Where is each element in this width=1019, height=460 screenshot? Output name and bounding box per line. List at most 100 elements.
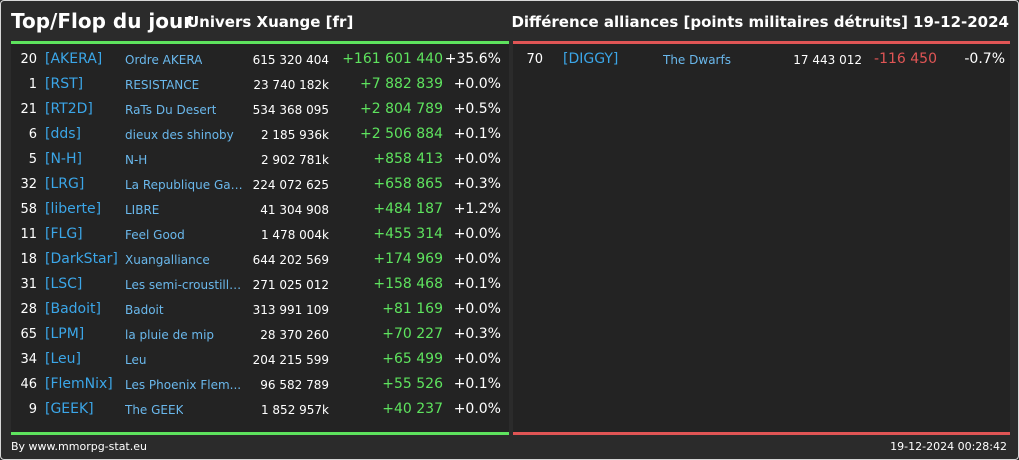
alliance-tag-link[interactable]: [LSC] [45, 276, 83, 292]
alliance-points: 41 304 908 [260, 203, 329, 217]
alliance-points: 2 902 781k [260, 153, 329, 167]
alliance-points: 644 202 569 [252, 253, 329, 267]
table-row: 70 [DIGGY] The Dwarfs 17 443 012 -116 450 -0.… [513, 48, 1010, 73]
alliance-tag-link[interactable]: [N-H] [45, 151, 82, 167]
points-difference: +455 314 [373, 226, 443, 242]
percent-change: +0.0% [453, 151, 501, 167]
alliance-points: 2 185 936k [260, 128, 329, 142]
percent-change: +1.2% [453, 201, 501, 217]
alliance-tag-link[interactable]: [RT2D] [45, 101, 93, 117]
universe-label: Univers Xuange [fr] [187, 13, 354, 31]
alliance-tag-link[interactable]: [DIGGY] [563, 51, 619, 67]
alliance-tag-link[interactable]: [Badoit] [45, 301, 101, 317]
alliance-tag-link[interactable]: [FLG] [45, 226, 83, 242]
alliance-points: 17 443 012 [793, 53, 862, 67]
table-row: 31 [LSC] Les semi-croustilla... 271 025 012… [11, 273, 509, 298]
alliance-rank: 20 [20, 52, 37, 67]
alliance-name-link[interactable]: N-H [125, 153, 148, 167]
points-difference: +858 413 [373, 151, 443, 167]
flop-panel: 70 [DIGGY] The Dwarfs 17 443 012 -116 450 -0.… [513, 41, 1010, 435]
points-difference: +65 499 [382, 351, 443, 367]
points-difference: +2 506 884 [360, 126, 443, 142]
alliance-name-link[interactable]: Feel Good [125, 228, 185, 242]
alliance-rank: 6 [28, 127, 37, 142]
points-difference: +658 865 [373, 176, 443, 192]
percent-change: +0.1% [453, 376, 501, 392]
points-difference: +55 526 [382, 376, 443, 392]
alliance-rank: 21 [20, 102, 37, 117]
source-credit: By www.mmorpg-stat.eu [11, 440, 147, 453]
table-row: 32 [LRG] La Republique Gala... 224 072 625 +… [11, 173, 509, 198]
percent-change: +0.0% [453, 401, 501, 417]
alliance-tag-link[interactable]: [DarkStar] [45, 251, 118, 267]
alliance-tag-link[interactable]: [dds] [45, 126, 81, 142]
points-difference: +2 804 789 [360, 101, 443, 117]
alliance-points: 534 368 095 [252, 103, 329, 117]
alliance-tag-link[interactable]: [GEEK] [45, 401, 94, 417]
alliance-tag-link[interactable]: [LRG] [45, 176, 85, 192]
percent-change: +0.5% [453, 101, 501, 117]
points-difference: +7 882 839 [360, 76, 443, 92]
alliance-points: 23 740 182k [253, 78, 329, 92]
points-difference: +81 169 [382, 301, 443, 317]
table-row: 28 [Badoit] Badoit 313 991 109 +81 169 +0.0% [11, 298, 509, 323]
table-row: 1 [RST] RESISTANCE 23 740 182k +7 882 839 +0.… [11, 73, 509, 98]
percent-change: +0.3% [453, 176, 501, 192]
table-row: 9 [GEEK] The GEEK 1 852 957k +40 237 +0.0% [11, 398, 509, 423]
points-difference: +40 237 [382, 401, 443, 417]
alliance-rank: 1 [28, 77, 37, 92]
alliance-tag-link[interactable]: [liberte] [45, 201, 102, 217]
alliance-name-link[interactable]: La Republique Gala... [125, 178, 245, 192]
table-row: 6 [dds] dieux des shinoby 2 185 936k +2 506 … [11, 123, 509, 148]
alliance-points: 615 320 404 [252, 53, 329, 67]
points-difference: +158 468 [373, 276, 443, 292]
alliance-name-link[interactable]: Leu [125, 353, 147, 367]
alliance-points: 204 215 599 [252, 353, 329, 367]
percent-change: +0.3% [453, 326, 501, 342]
footer-timestamp: 19-12-2024 00:28:42 [890, 440, 1007, 453]
points-difference: +161 601 440 [342, 51, 443, 67]
alliance-name-link[interactable]: LIBRE [125, 203, 160, 217]
percent-change: +0.1% [453, 126, 501, 142]
alliance-rank: 46 [20, 377, 37, 392]
alliance-rank: 11 [20, 227, 37, 242]
alliance-tag-link[interactable]: [RST] [45, 76, 84, 92]
table-row: 18 [DarkStar] Xuangalliance 644 202 569 +174… [11, 248, 509, 273]
alliance-points: 1 852 957k [260, 403, 329, 417]
alliance-name-link[interactable]: The GEEK [125, 403, 184, 417]
alliance-tag-link[interactable]: [FlemNix] [45, 376, 113, 392]
alliance-name-link[interactable]: The Dwarfs [663, 53, 731, 67]
alliance-rank: 28 [20, 302, 37, 317]
header: Top/Flop du jour Univers Xuange [fr] Dif… [1, 1, 1018, 41]
table-row: 58 [liberte] LIBRE 41 304 908 +484 187 +1.2% [11, 198, 509, 223]
alliance-tag-link[interactable]: [AKERA] [45, 51, 103, 67]
table-row: 20 [AKERA] Ordre AKERA 615 320 404 +161 601 … [11, 48, 509, 73]
alliance-rank: 31 [20, 277, 37, 292]
alliance-name-link[interactable]: Les semi-croustilla... [125, 278, 245, 292]
percent-change: +0.0% [453, 226, 501, 242]
alliance-name-link[interactable]: RaTs Du Desert [125, 103, 217, 117]
alliance-points: 1 478 004k [260, 228, 329, 242]
alliance-rank: 34 [20, 352, 37, 367]
page-title: Top/Flop du jour [11, 9, 194, 33]
percent-change: +35.6% [444, 51, 501, 67]
points-difference: +174 969 [373, 251, 443, 267]
alliance-name-link[interactable]: RESISTANCE [125, 78, 200, 92]
alliance-name-link[interactable]: dieux des shinoby [125, 128, 234, 142]
alliance-rank: 32 [20, 177, 37, 192]
alliance-rank: 5 [28, 152, 37, 167]
table-row: 11 [FLG] Feel Good 1 478 004k +455 314 +0.0% [11, 223, 509, 248]
alliance-tag-link[interactable]: [Leu] [45, 351, 81, 367]
percent-change: +0.0% [453, 76, 501, 92]
alliance-points: 313 991 109 [252, 303, 329, 317]
alliance-name-link[interactable]: la pluie de mip [125, 328, 215, 342]
alliance-name-link[interactable]: Les Phoenix Flem... [125, 378, 242, 392]
alliance-name-link[interactable]: Ordre AKERA [125, 53, 203, 67]
percent-change: +0.0% [453, 351, 501, 367]
points-difference: +484 187 [373, 201, 443, 217]
alliance-name-link[interactable]: Badoit [125, 303, 164, 317]
top-panel: 20 [AKERA] Ordre AKERA 615 320 404 +161 601 … [11, 41, 509, 435]
alliance-tag-link[interactable]: [LPM] [45, 326, 85, 342]
alliance-name-link[interactable]: Xuangalliance [125, 253, 210, 267]
